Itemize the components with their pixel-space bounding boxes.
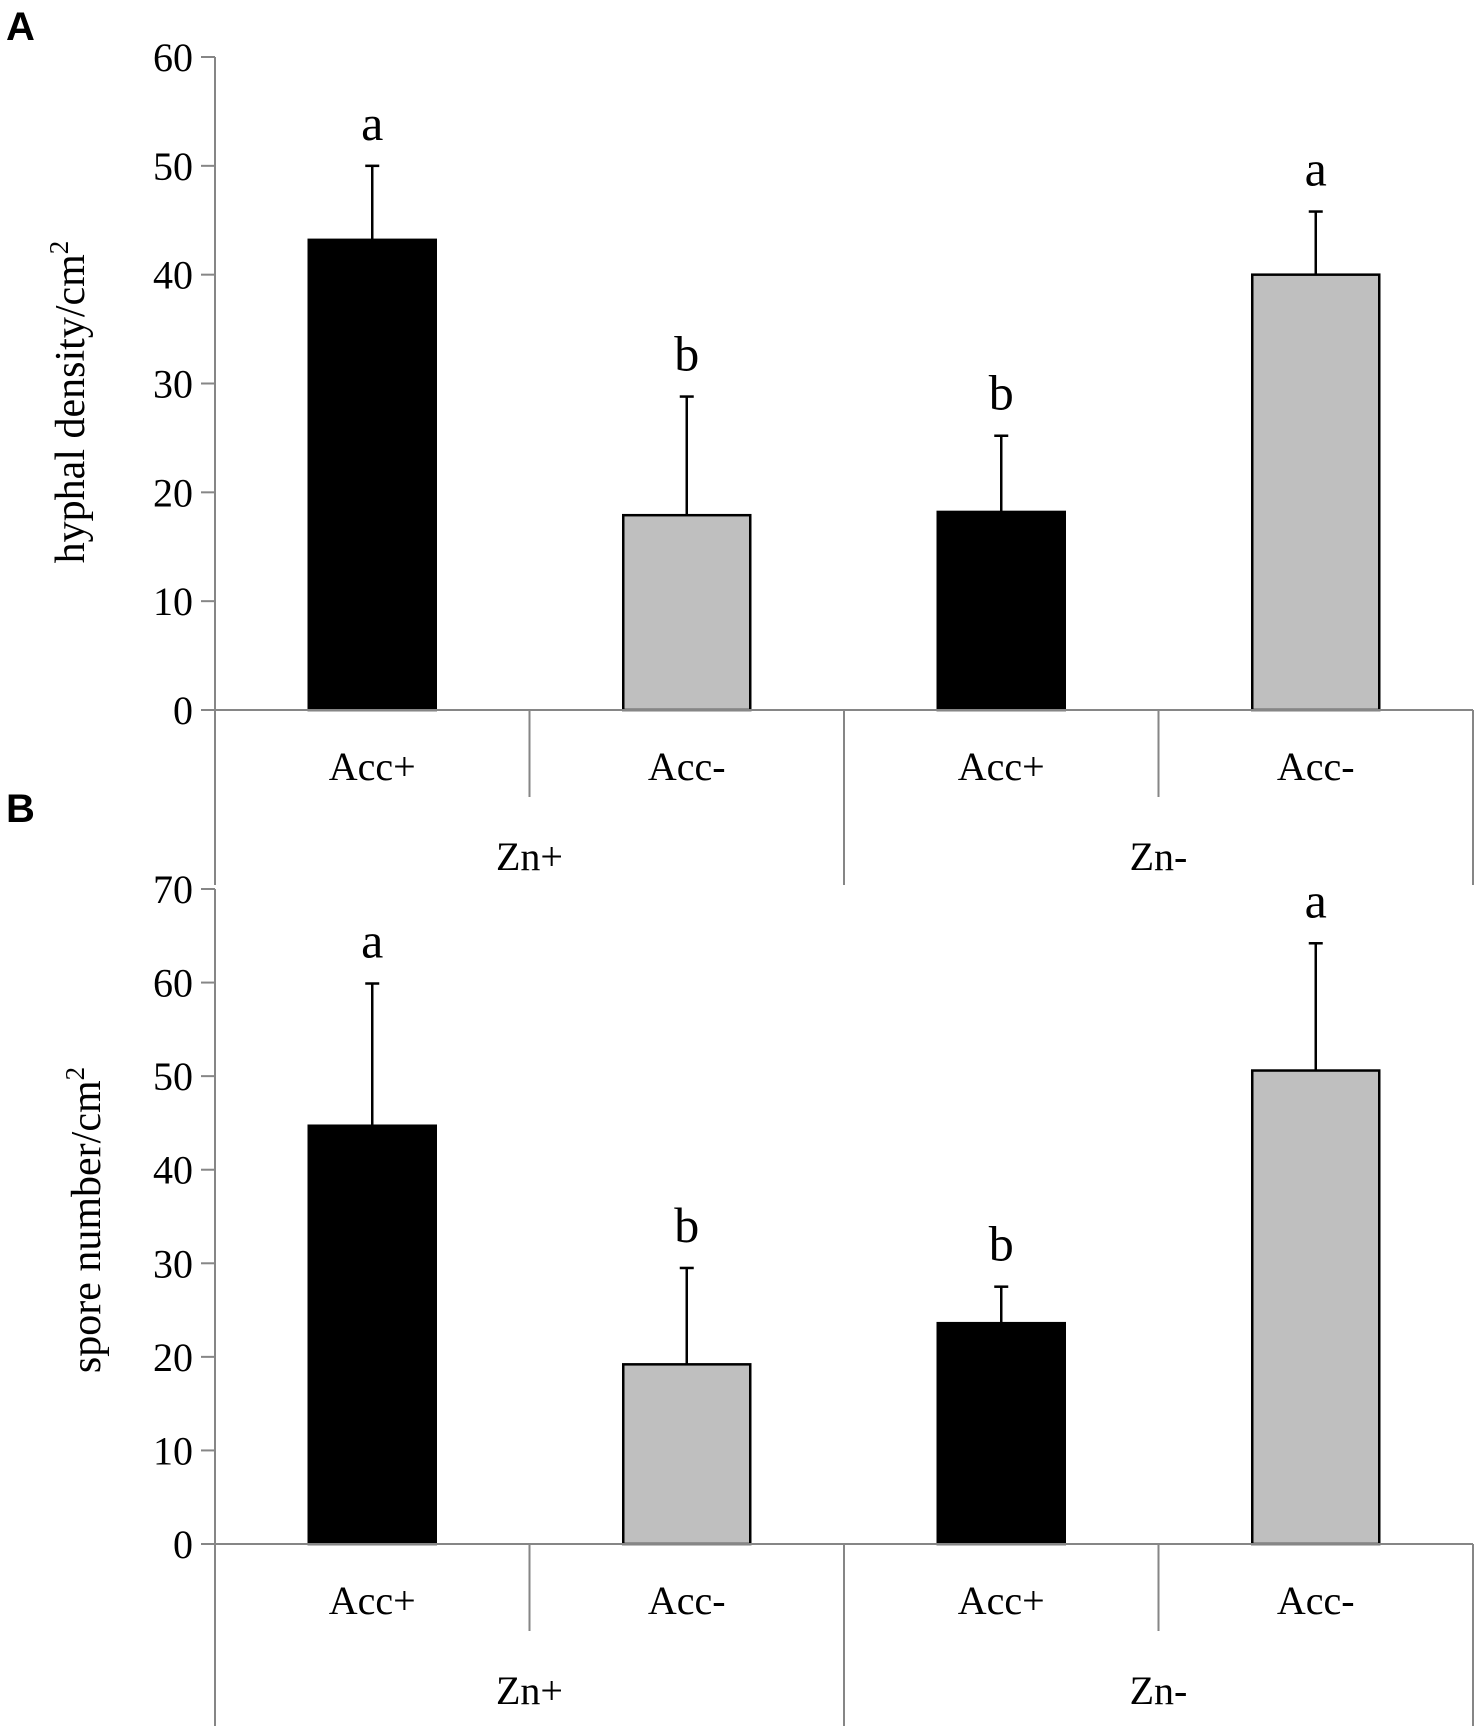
bar — [622, 513, 752, 712]
bar — [307, 238, 437, 712]
x-group-label: Zn+ — [496, 834, 563, 879]
y-tick-label: 20 — [153, 1335, 193, 1380]
bar — [622, 1363, 752, 1546]
x-group-label: Zn+ — [496, 1668, 563, 1713]
y-tick-label: 40 — [153, 1148, 193, 1193]
y-tick-label: 0 — [173, 1522, 193, 1567]
panel-a-label: A — [6, 5, 35, 49]
x-category-label: Acc+ — [958, 744, 1045, 789]
panel-b-plot: 0 10 20 30 40 50 60 70 a Acc+ b Acc-b Acc+ a Acc- Zn+ Zn… — [153, 867, 1474, 1726]
y-tick-label: 40 — [153, 253, 193, 298]
x-group-label: Zn- — [1130, 834, 1188, 879]
bar — [936, 1321, 1066, 1546]
significance-letter: a — [361, 913, 383, 969]
y-tick-label: 60 — [153, 961, 193, 1006]
significance-letter: a — [361, 95, 383, 151]
significance-letter: a — [1305, 141, 1327, 197]
y-tick-label: 10 — [153, 1428, 193, 1473]
panel-a-y-axis-label: hyphal density/cm2 — [44, 241, 94, 564]
y-tick-label: 30 — [153, 1241, 193, 1286]
y-tick-label: 50 — [153, 1054, 193, 1099]
significance-letter: b — [989, 365, 1014, 421]
bar — [307, 1124, 437, 1546]
y-tick-label: 20 — [153, 470, 193, 515]
x-category-label: Acc+ — [329, 744, 416, 789]
panel-b-y-axis-label: spore number/cm2 — [60, 1067, 110, 1373]
panel-b-label: B — [6, 787, 35, 831]
bar — [1251, 1069, 1381, 1546]
x-category-label: Acc- — [648, 744, 726, 789]
y-tick-label: 30 — [153, 362, 193, 407]
y-tick-label: 70 — [153, 867, 193, 912]
significance-letter: a — [1305, 872, 1327, 928]
significance-letter: b — [989, 1216, 1014, 1272]
y-tick-label: 0 — [173, 688, 193, 733]
bar — [936, 510, 1066, 712]
y-tick-label: 50 — [153, 144, 193, 189]
x-category-label: Acc- — [1277, 1578, 1355, 1623]
panel-a-plot: 0 10 20 30 40 50 60 a Acc+ b Acc-b Acc+ a Acc- Zn+ Zn- — [153, 35, 1474, 885]
x-category-label: Acc- — [648, 1578, 726, 1623]
bar — [1251, 273, 1381, 712]
y-tick-label: 60 — [153, 35, 193, 80]
x-category-label: Acc+ — [958, 1578, 1045, 1623]
x-category-label: Acc+ — [329, 1578, 416, 1623]
significance-letter: b — [674, 1197, 699, 1253]
significance-letter: b — [674, 326, 699, 382]
y-tick-label: 10 — [153, 579, 193, 624]
x-category-label: Acc- — [1277, 744, 1355, 789]
x-group-label: Zn- — [1130, 1668, 1188, 1713]
